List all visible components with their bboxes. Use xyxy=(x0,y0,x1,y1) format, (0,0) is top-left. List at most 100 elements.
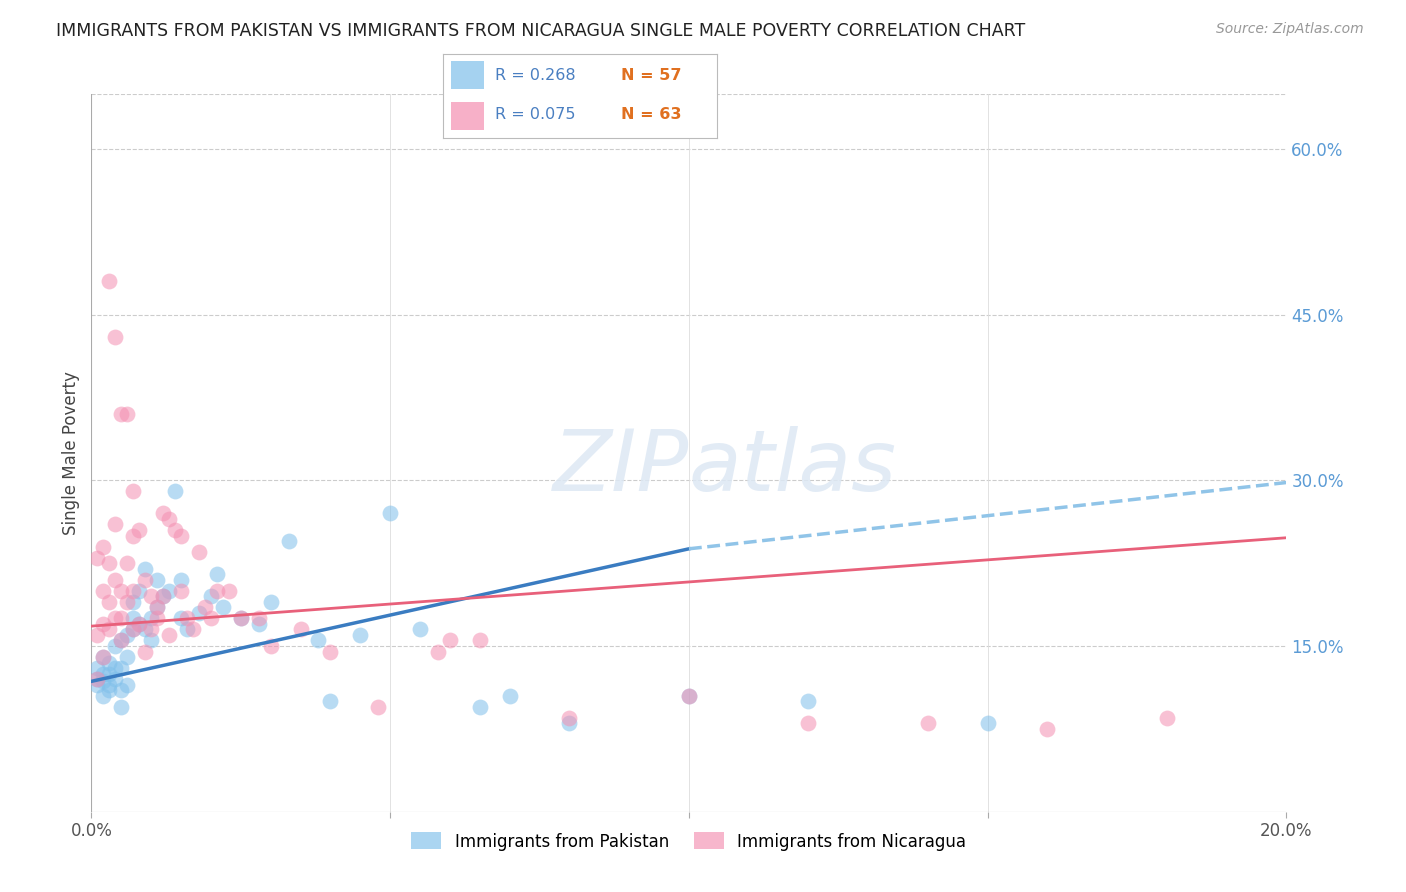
Point xyxy=(176,623,198,637)
Point xyxy=(218,583,240,598)
Point xyxy=(380,507,402,521)
Bar xyxy=(451,102,484,130)
Point xyxy=(110,633,132,648)
Point xyxy=(170,573,193,587)
Point xyxy=(93,616,115,631)
Point xyxy=(104,661,127,675)
Y-axis label: Single Male Poverty: Single Male Poverty xyxy=(62,371,80,534)
Bar xyxy=(451,62,484,89)
Point xyxy=(678,689,700,703)
Point xyxy=(367,699,389,714)
Point xyxy=(247,616,270,631)
Point xyxy=(86,678,108,692)
Point xyxy=(104,672,127,686)
Point xyxy=(349,628,371,642)
Point xyxy=(110,407,132,421)
Point xyxy=(141,611,163,625)
Point xyxy=(122,484,145,499)
Point xyxy=(152,590,174,604)
Point xyxy=(122,623,145,637)
Point xyxy=(104,517,127,532)
Point xyxy=(93,666,115,681)
Point xyxy=(259,639,281,653)
Point xyxy=(200,611,222,625)
Point xyxy=(152,507,174,521)
Point xyxy=(134,562,156,576)
Point xyxy=(93,689,115,703)
Point xyxy=(797,716,820,731)
Point xyxy=(98,595,121,609)
Point xyxy=(468,633,491,648)
Point xyxy=(110,661,132,675)
Point xyxy=(115,628,138,642)
Text: R = 0.268: R = 0.268 xyxy=(495,68,575,83)
Point xyxy=(86,550,108,565)
Point xyxy=(259,595,281,609)
Point xyxy=(98,678,121,692)
Point xyxy=(128,583,150,598)
Point xyxy=(468,699,491,714)
Point xyxy=(98,683,121,698)
Point xyxy=(86,672,108,686)
Point xyxy=(200,590,222,604)
Point xyxy=(170,611,193,625)
Point xyxy=(98,623,121,637)
Point xyxy=(110,611,132,625)
Point xyxy=(110,683,132,698)
Point xyxy=(93,650,115,665)
Point xyxy=(98,556,121,570)
Point xyxy=(181,623,204,637)
Point xyxy=(558,716,581,731)
Point xyxy=(110,633,132,648)
Text: Source: ZipAtlas.com: Source: ZipAtlas.com xyxy=(1216,22,1364,37)
Point xyxy=(104,573,127,587)
Point xyxy=(188,545,211,559)
Point xyxy=(93,650,115,665)
Point xyxy=(277,534,299,549)
Point xyxy=(163,523,186,537)
Point xyxy=(194,600,217,615)
Point xyxy=(146,573,169,587)
Point xyxy=(229,611,252,625)
Point xyxy=(110,699,132,714)
Point xyxy=(128,523,150,537)
Point xyxy=(134,644,156,658)
Point xyxy=(229,611,252,625)
Point xyxy=(93,583,115,598)
Point xyxy=(86,672,108,686)
Point xyxy=(122,528,145,542)
Point xyxy=(122,595,145,609)
Point xyxy=(98,275,121,289)
Point xyxy=(122,611,145,625)
Point xyxy=(157,628,180,642)
Point xyxy=(146,600,169,615)
Point xyxy=(141,623,163,637)
Point xyxy=(439,633,461,648)
Point xyxy=(427,644,450,658)
Point xyxy=(319,694,342,708)
Point xyxy=(976,716,998,731)
Legend: Immigrants from Pakistan, Immigrants from Nicaragua: Immigrants from Pakistan, Immigrants fro… xyxy=(405,826,973,857)
Point xyxy=(319,644,342,658)
Point xyxy=(157,583,180,598)
Point xyxy=(146,600,169,615)
Point xyxy=(93,674,115,689)
Point xyxy=(1036,722,1059,736)
Point xyxy=(152,590,174,604)
Point xyxy=(110,583,132,598)
Point xyxy=(499,689,522,703)
Point xyxy=(115,678,138,692)
Point xyxy=(678,689,700,703)
Point xyxy=(141,590,163,604)
Text: N = 63: N = 63 xyxy=(621,107,682,122)
Point xyxy=(122,623,145,637)
Point xyxy=(98,666,121,681)
Point xyxy=(122,583,145,598)
Point xyxy=(188,606,211,620)
Point xyxy=(128,616,150,631)
Point xyxy=(86,628,108,642)
Point xyxy=(170,583,193,598)
Point xyxy=(290,623,312,637)
Point xyxy=(917,716,939,731)
Point xyxy=(409,623,432,637)
